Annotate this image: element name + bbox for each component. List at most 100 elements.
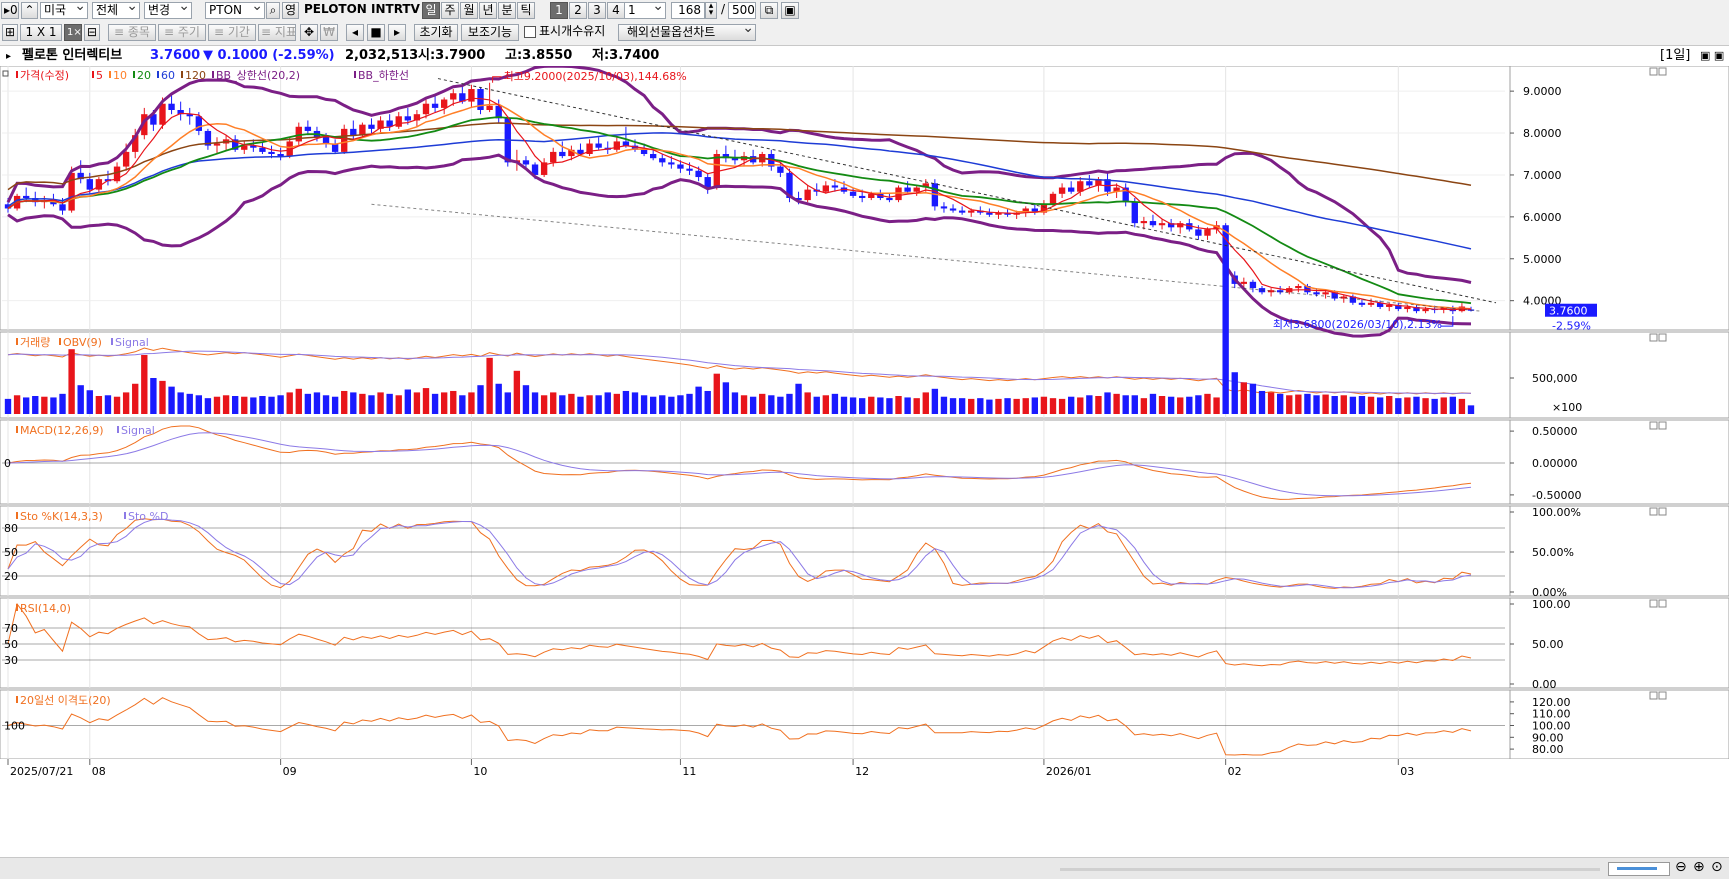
candle-body: [1158, 223, 1166, 226]
indicator-tick-label: 0.00: [1532, 678, 1557, 691]
volume-bar: [1440, 397, 1447, 414]
save-icon[interactable]: ▣: [781, 2, 799, 19]
window-icons[interactable]: ▣ ▣: [1700, 49, 1725, 62]
candle-body: [1177, 223, 1184, 228]
next-icon[interactable]: ▸: [388, 24, 406, 41]
number-tab-1[interactable]: 2: [569, 2, 587, 19]
indicator-legend: RSI(14,0): [16, 602, 71, 615]
candle-body: [477, 89, 484, 110]
horizontal-scrollbar[interactable]: [1060, 868, 1600, 871]
new-window-icon[interactable]: ⧉: [760, 2, 778, 19]
volume-bar: [1104, 392, 1111, 414]
number-tab-3[interactable]: 4: [607, 2, 625, 19]
volume-bar: [531, 392, 539, 414]
period-button[interactable]: ≡ 기간: [208, 24, 256, 41]
candle-body: [141, 114, 148, 136]
volume-bar: [1340, 395, 1347, 414]
stop-icon[interactable]: ■: [367, 24, 385, 41]
volume-bar: [786, 393, 793, 414]
move-icon[interactable]: ✥: [300, 24, 318, 41]
period-tab-3[interactable]: 년: [479, 2, 497, 19]
indicator-button[interactable]: ≡ 지표: [258, 24, 296, 41]
volume-bar: [13, 395, 21, 414]
legend-label: RSI(14,0): [20, 602, 71, 615]
candle-body: [531, 164, 539, 175]
cycle-button[interactable]: ≡ 주기: [158, 24, 206, 41]
zoom-reset-icon[interactable]: ⊙: [1711, 859, 1723, 875]
expand-icon[interactable]: ▸: [6, 51, 12, 62]
volume-bar: [1276, 393, 1284, 414]
volume-bar: [32, 396, 39, 414]
chevron-up-icon[interactable]: ⌃: [21, 2, 38, 19]
candle-body: [550, 151, 557, 163]
keep-count-checkbox[interactable]: 표시개수유지: [523, 24, 615, 41]
volume-bar: [1404, 397, 1411, 414]
volume-bar: [113, 396, 121, 414]
level-label: 30: [4, 654, 18, 667]
checkbox-icon[interactable]: [524, 26, 536, 38]
grid-icon[interactable]: ⊞: [2, 24, 18, 41]
volume-bar: [1422, 398, 1429, 414]
volume-bar: [940, 396, 948, 414]
layout-button[interactable]: 1 X 1: [20, 24, 62, 41]
candle-body: [1313, 292, 1320, 295]
zoom-out-icon[interactable]: ⊖: [1675, 859, 1687, 875]
chart-area[interactable]: 2025/07/21 08 09 10 11 12 2026/01 02 03 9.0000 8.0…: [0, 66, 1729, 857]
candle-body: [1395, 304, 1402, 310]
aux-button[interactable]: 보조기능: [461, 24, 519, 41]
period-tab-1[interactable]: 주: [441, 2, 459, 19]
period-tab-5[interactable]: 틱: [517, 2, 535, 19]
count-stepper[interactable]: ▴ ▾: [705, 2, 717, 19]
item-button[interactable]: ≡ 종목: [108, 24, 156, 41]
ma10-line: [7, 103, 1472, 310]
zoom-in-icon[interactable]: ⊕: [1693, 859, 1705, 875]
volume-bar: [1458, 398, 1466, 414]
candle-body: [113, 166, 121, 182]
candle-body: [168, 103, 175, 110]
panel-5: [0, 689, 1729, 760]
volume-bar: [304, 393, 312, 414]
candle-body: [1386, 304, 1393, 307]
number-tab-0[interactable]: 1: [550, 2, 568, 19]
period-tab-2[interactable]: 월: [460, 2, 478, 19]
candle-body: [395, 116, 402, 127]
number-tab-2[interactable]: 3: [588, 2, 606, 19]
indicator-legend: MACD(12,26,9) Signal: [16, 424, 155, 437]
layout-single-button[interactable]: 1×1: [64, 24, 82, 41]
table-icon[interactable]: ⊟: [84, 24, 100, 41]
candle-body: [631, 145, 639, 150]
volume-bar: [913, 398, 920, 414]
legend-label: 20: [137, 69, 151, 82]
period-tab-4[interactable]: 분: [498, 2, 516, 19]
panel-close-icon: [1658, 599, 1667, 608]
expand-button[interactable]: ▸0: [1, 2, 19, 19]
zoom-slider[interactable]: [1608, 862, 1670, 876]
volume-bar: [186, 393, 193, 414]
max-count-input[interactable]: 500: [728, 2, 756, 19]
prev-icon[interactable]: ◂: [346, 24, 364, 41]
indicator-tick-label: 0.00%: [1532, 586, 1567, 599]
volume-bar: [840, 396, 848, 414]
period-tab-0[interactable]: 일: [422, 2, 440, 19]
count-input[interactable]: 168: [671, 2, 705, 19]
volume-bar: [1167, 396, 1175, 414]
symbol-input[interactable]: PTON: [205, 2, 265, 19]
legend-label: Signal: [121, 424, 155, 437]
indicator-tick-label: 110.00: [1532, 708, 1571, 721]
futures-chart-select[interactable]: 해외선물옵션차트: [618, 24, 756, 41]
reset-button[interactable]: 초기화: [414, 24, 458, 41]
english-toggle[interactable]: 영: [282, 2, 299, 19]
change-select[interactable]: 변경: [144, 2, 192, 19]
volume-bar: [177, 392, 184, 414]
filter-select[interactable]: 전체: [92, 2, 140, 19]
interval-select[interactable]: 1: [624, 2, 666, 19]
volume-bar: [749, 396, 757, 414]
won-icon[interactable]: ₩: [320, 24, 338, 41]
candle-body: [595, 143, 602, 148]
legend-label: 60: [161, 69, 175, 82]
indicator-line: [7, 697, 1472, 756]
market-select[interactable]: 미국: [40, 2, 88, 19]
candle-body: [786, 172, 793, 198]
search-icon[interactable]: ⌕: [266, 2, 280, 19]
legend-label: 5: [96, 69, 103, 82]
